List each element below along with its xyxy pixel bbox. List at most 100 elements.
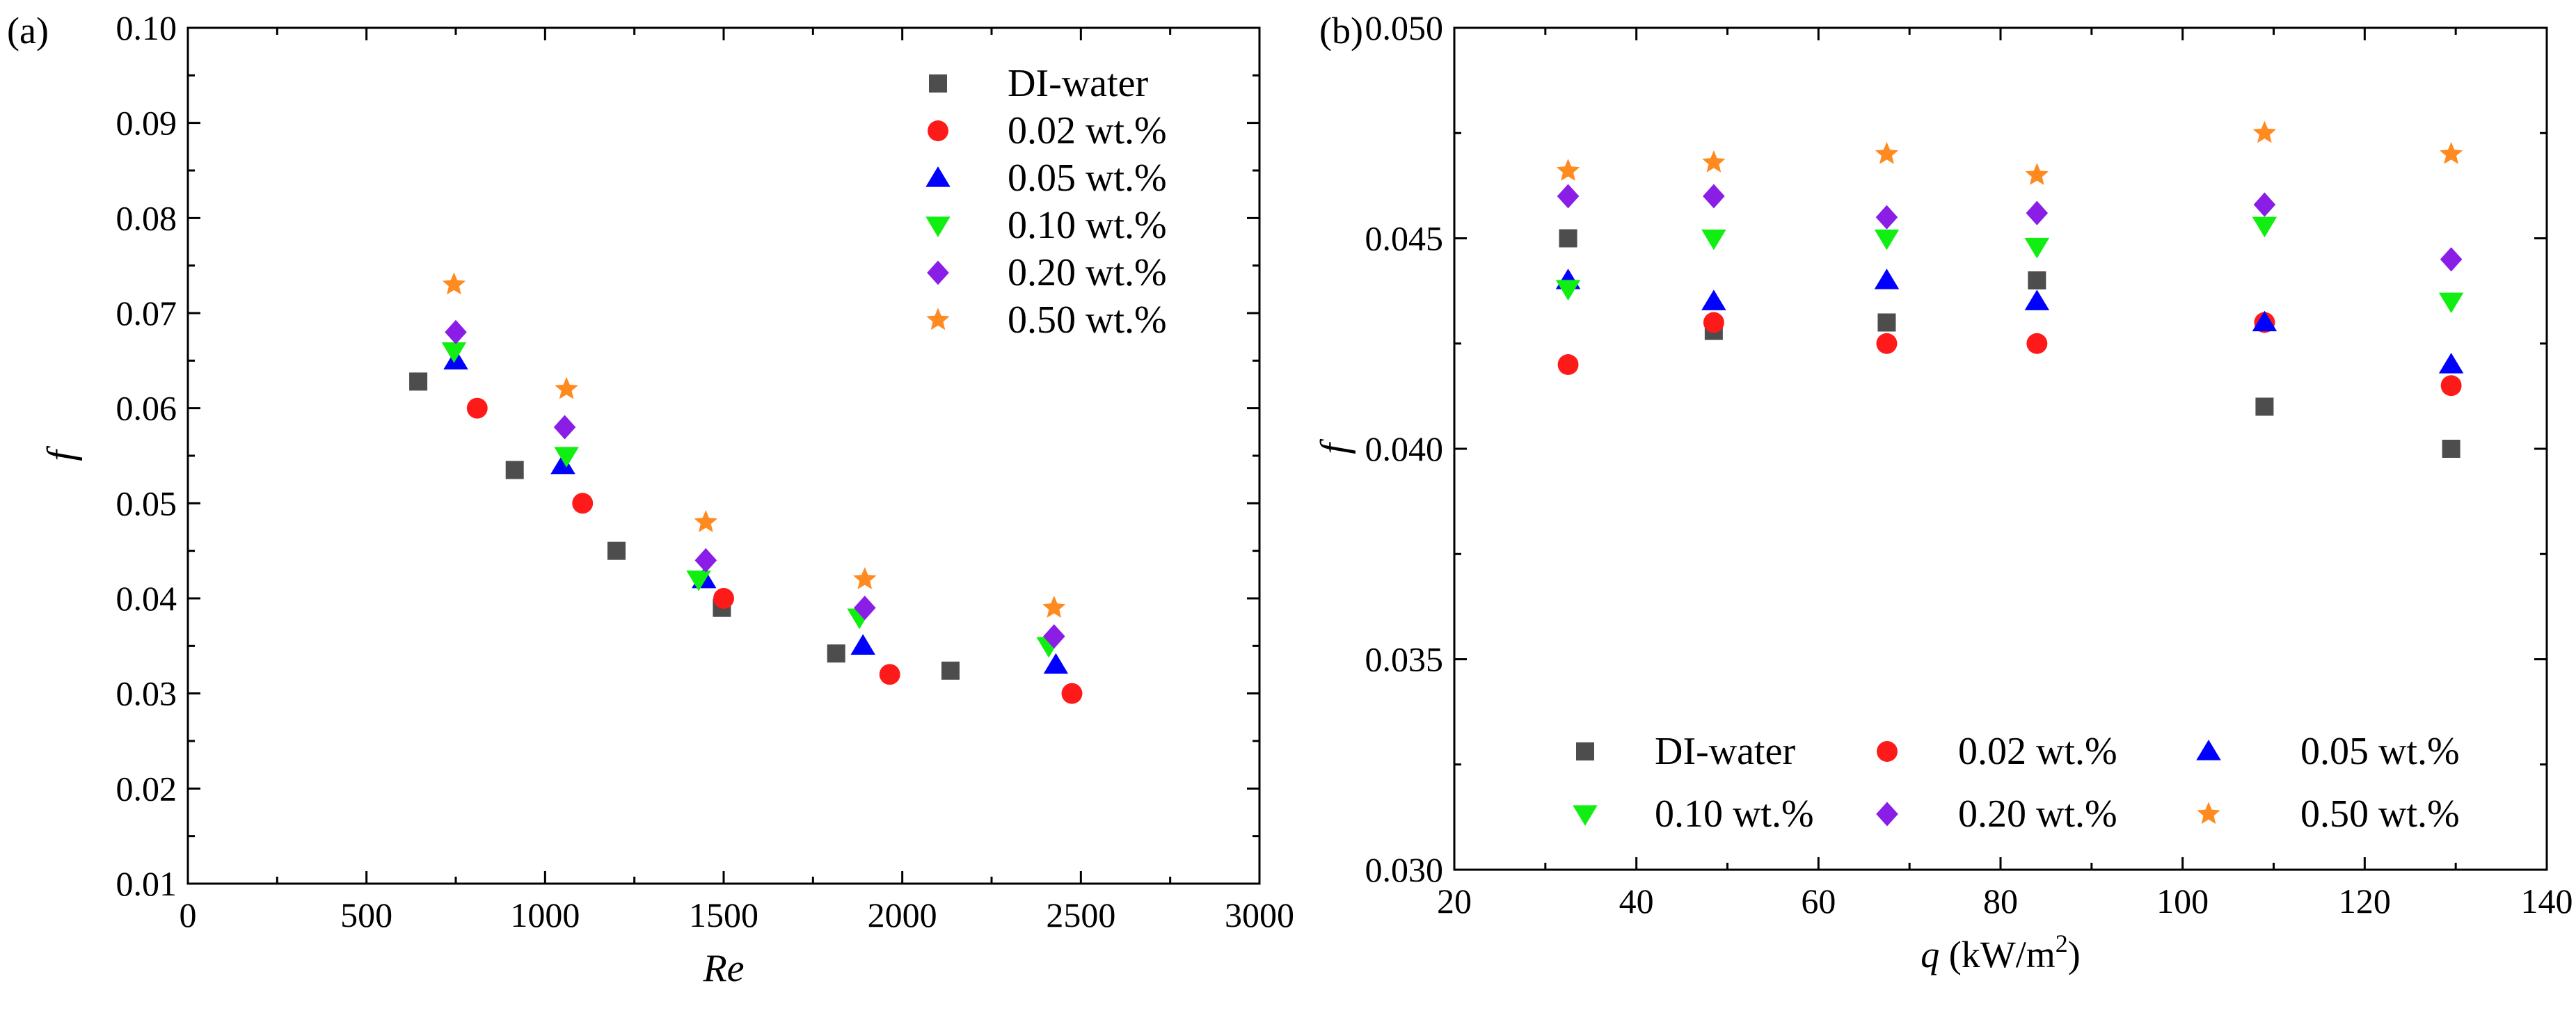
data-point [2439, 142, 2463, 164]
y-tick-label: 0.07 [116, 294, 177, 333]
y-axis-label: f [40, 445, 83, 461]
x-tick-label: 1000 [510, 895, 580, 934]
legend-marker [2197, 802, 2220, 824]
series-0-05-wt [443, 349, 1069, 674]
y-tick-label: 0.04 [116, 579, 177, 618]
x-tick-label: 20 [1437, 882, 1472, 921]
data-point [409, 372, 428, 391]
series-0-50-wt [442, 272, 1066, 618]
data-point [1043, 653, 1069, 674]
data-point [1061, 683, 1083, 704]
data-point [1703, 312, 1724, 333]
legend: DI-water 0.02 wt.% 0.05 wt.% 0.10 wt.% 0.20 … [1573, 730, 2460, 836]
data-point [1559, 229, 1577, 248]
x-tick-label: 60 [1801, 882, 1836, 921]
y-tick-label: 0.05 [116, 484, 177, 523]
data-point [445, 319, 467, 344]
data-point [2252, 216, 2277, 238]
x-tick-label: 120 [2339, 882, 2391, 921]
y-tick-label: 0.050 [1365, 8, 1444, 47]
legend-marker [1877, 741, 1898, 762]
legend-label: 0.20 wt.% [1008, 251, 1167, 294]
legend-marker [926, 308, 950, 330]
data-point [2255, 397, 2274, 416]
data-point [2025, 163, 2049, 185]
legend-marker [2196, 740, 2221, 760]
y-tick-label: 0.03 [116, 674, 177, 713]
series-di-water [409, 372, 960, 680]
legend-marker [1576, 742, 1594, 760]
x-tick-label: 140 [2521, 882, 2573, 921]
y-tick-label: 0.06 [116, 389, 177, 428]
data-point [2438, 353, 2464, 374]
data-point [1874, 269, 1900, 289]
data-point [2440, 247, 2463, 272]
legend-label: 0.02 wt.% [1958, 730, 2117, 773]
legend-marker [925, 216, 951, 237]
series-0-02-wt [466, 397, 1083, 704]
data-point [1556, 159, 1580, 181]
y-tick-label: 0.030 [1365, 850, 1444, 889]
legend-label: 0.50 wt.% [2300, 792, 2460, 836]
data-point [1875, 142, 1899, 164]
legend-marker [927, 260, 949, 285]
x-tick-label: 2500 [1046, 895, 1115, 934]
panel-b: 20 40 60 80 100 120 140 0.030 0.035 0.040 0.045 0.0… [1313, 8, 2573, 975]
data-point [2438, 292, 2464, 314]
legend-marker [1573, 805, 1598, 826]
series-0-50-wt [1556, 120, 2463, 185]
data-point [2252, 120, 2277, 143]
data-point [2024, 289, 2050, 310]
legend-label: 0.10 wt.% [1008, 204, 1167, 247]
x-tick-label: 2000 [868, 895, 937, 934]
legend-label: 0.02 wt.% [1008, 109, 1167, 152]
y-axis-label: f [1313, 438, 1356, 454]
legend-marker [1876, 802, 1898, 827]
data-point [441, 342, 467, 363]
y-tick-label: 0.09 [116, 104, 177, 143]
data-point [553, 415, 576, 440]
x-axis-label: q (kW/m2) [1921, 930, 2080, 975]
data-point [713, 588, 734, 609]
data-point [694, 510, 717, 532]
data-point [1703, 184, 1725, 209]
series-0-20-wt [445, 319, 1065, 649]
legend-marker [925, 166, 951, 187]
series-di-water [1559, 229, 2460, 458]
legend-label: 0.10 wt.% [1655, 792, 1814, 836]
data-point [2440, 375, 2462, 397]
legend-label: 0.20 wt.% [1958, 792, 2117, 836]
data-point [2026, 333, 2048, 354]
data-point [2252, 310, 2277, 332]
data-point [1877, 313, 1896, 332]
x-axis-label: Re [702, 947, 744, 990]
legend-label: 0.50 wt.% [1008, 298, 1167, 342]
series-0-05-wt [1555, 269, 2464, 374]
data-point [941, 661, 960, 680]
data-point [879, 664, 900, 685]
legend-label: DI-water [1008, 62, 1148, 105]
data-point [550, 453, 575, 475]
data-point [1874, 229, 1900, 250]
x-tick-label: 80 [1983, 882, 2018, 921]
data-point [1701, 229, 1726, 250]
y-tick-label: 0.10 [116, 8, 177, 47]
data-point [2442, 440, 2460, 458]
y-tick-label: 0.02 [116, 769, 177, 808]
data-point [607, 541, 626, 560]
series-0-02-wt [1557, 312, 2462, 397]
data-point [505, 461, 524, 479]
data-point [2253, 192, 2276, 217]
y-tick-label: 0.040 [1365, 429, 1444, 468]
data-point [572, 493, 594, 514]
data-point [1702, 150, 1726, 173]
data-point [442, 272, 466, 295]
legend-marker [928, 120, 948, 141]
series-0-20-wt [1557, 184, 2463, 272]
x-tick-label: 100 [2156, 882, 2209, 921]
data-point [1701, 289, 1726, 310]
x-tick-label: 3000 [1225, 895, 1294, 934]
data-point [850, 634, 875, 655]
legend-label: 0.05 wt.% [2300, 730, 2460, 773]
